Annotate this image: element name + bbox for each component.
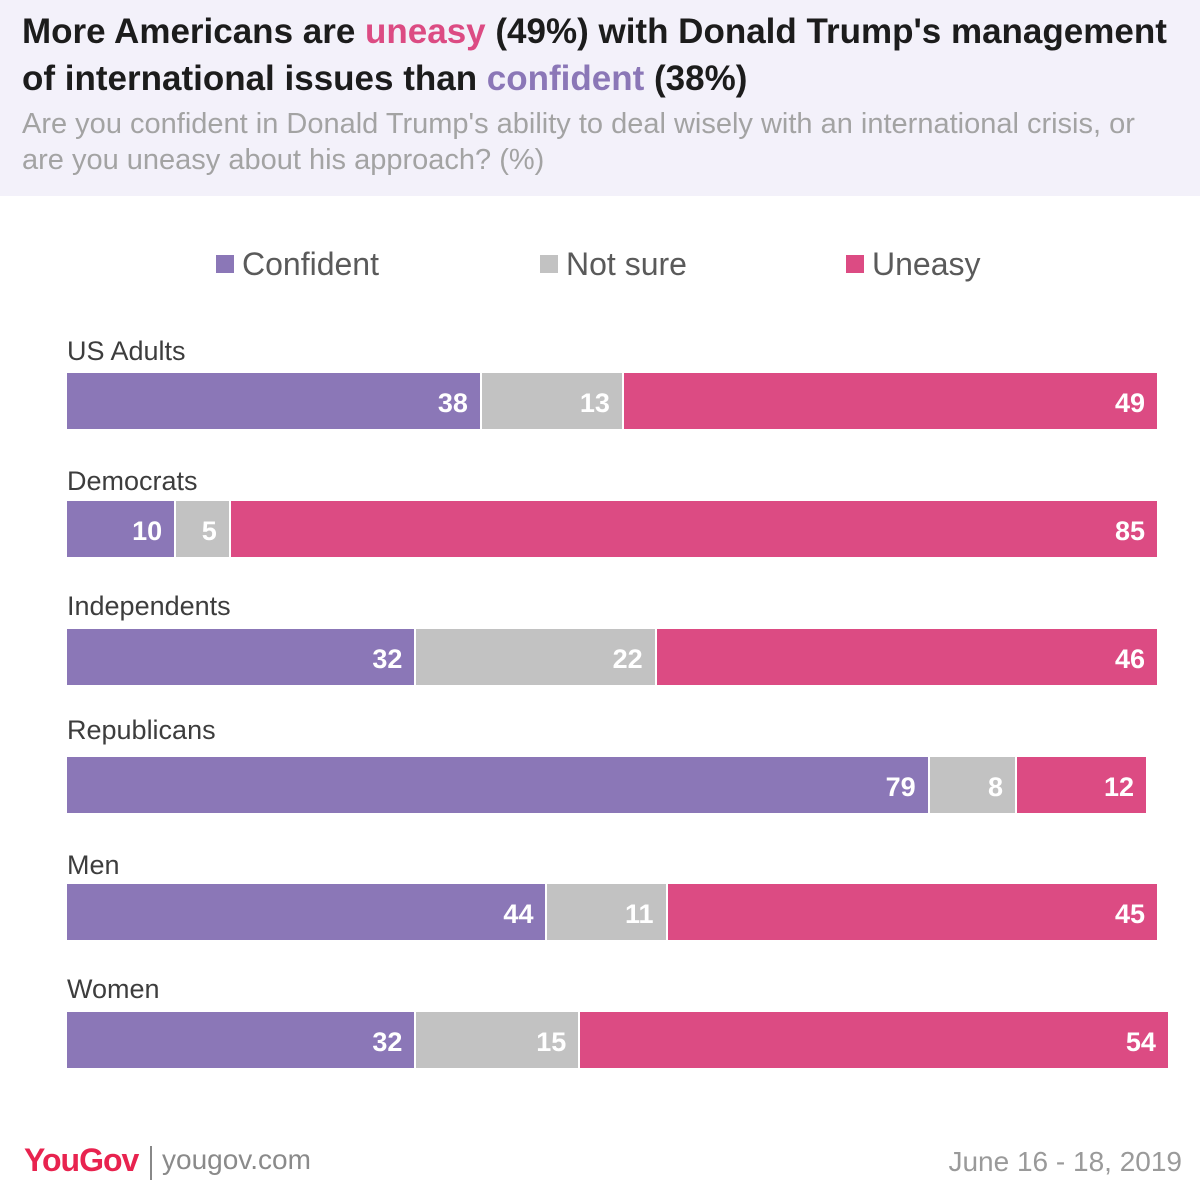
bar-segment-independents-confident	[67, 629, 415, 685]
data-label-independents-confident: 32	[372, 644, 403, 674]
data-label-us-adults-not-sure: 13	[579, 388, 610, 418]
data-label-independents-uneasy: 46	[1114, 644, 1145, 674]
data-label-republicans-uneasy: 12	[1104, 772, 1135, 802]
footer-url: yougov.com	[162, 1144, 311, 1175]
category-label-men: Men	[67, 850, 120, 880]
bar-segment-us-adults-uneasy	[623, 373, 1157, 429]
footer-divider	[150, 1146, 152, 1180]
legend-item-not-sure: Not sure	[540, 244, 687, 284]
bar-segment-independents-not-sure	[416, 629, 655, 685]
data-label-independents-not-sure: 22	[612, 644, 643, 674]
bar-segment-women-confident	[67, 1012, 415, 1068]
title-part-normal: More Americans are	[22, 12, 366, 51]
category-label-us-adults: US Adults	[67, 336, 186, 366]
legend-swatch-confident	[216, 255, 234, 273]
legend-label-uneasy: Uneasy	[872, 245, 981, 282]
data-label-republicans-not-sure: 8	[988, 772, 1004, 802]
bar-segment-republicans-uneasy	[1017, 757, 1147, 813]
chart-title: More Americans are uneasy (49%) with Don…	[22, 8, 1172, 102]
category-label-republicans: Republicans	[67, 715, 216, 745]
title-part-normal: (38%)	[644, 59, 748, 98]
legend-item-confident: Confident	[216, 244, 379, 284]
bar-segment-republicans-confident	[67, 757, 928, 813]
legend-item-uneasy: Uneasy	[846, 244, 981, 284]
chart-subtitle: Are you confident in Donald Trump's abil…	[22, 108, 1135, 176]
bar-segment-men-not-sure	[547, 884, 666, 940]
data-label-women-confident: 32	[372, 1027, 403, 1057]
title-part-pink: uneasy	[365, 12, 486, 51]
legend-label-confident: Confident	[242, 245, 379, 282]
legend-label-not-sure: Not sure	[566, 245, 687, 282]
chart-legend: Confident Not sure Uneasy	[0, 244, 1200, 284]
bar-segment-democrats-not-sure	[176, 501, 229, 557]
title-part-normal: (49%) with Donald Trump's management of …	[22, 12, 1167, 98]
data-label-us-adults-confident: 38	[437, 388, 468, 418]
footer-date: June 16 - 18, 2019	[948, 1146, 1182, 1177]
title-part-purple: confident	[486, 59, 645, 98]
bar-segment-democrats-confident	[67, 501, 175, 557]
bar-segment-men-uneasy	[667, 884, 1157, 940]
bar-segment-democrats-uneasy	[230, 501, 1157, 557]
bar-segment-us-adults-not-sure	[481, 373, 622, 429]
legend-swatch-not-sure	[540, 255, 558, 273]
data-label-women-not-sure: 15	[536, 1027, 567, 1057]
data-label-us-adults-uneasy: 49	[1114, 388, 1145, 418]
data-label-men-not-sure: 11	[625, 899, 654, 929]
data-label-republicans-confident: 79	[885, 772, 916, 802]
chart-header: More Americans are uneasy (49%) with Don…	[0, 0, 1200, 196]
data-label-women-uneasy: 54	[1125, 1027, 1156, 1057]
bar-segment-independents-uneasy	[656, 629, 1157, 685]
category-label-democrats: Democrats	[67, 466, 198, 496]
data-label-democrats-not-sure: 5	[201, 516, 217, 546]
yougov-logo: YouGov	[24, 1142, 139, 1178]
data-label-men-uneasy: 45	[1114, 899, 1145, 929]
data-label-democrats-confident: 10	[132, 516, 163, 546]
bar-segment-women-not-sure	[416, 1012, 579, 1068]
bar-segment-us-adults-confident	[67, 373, 480, 429]
category-label-women: Women	[67, 974, 160, 1004]
bar-segment-republicans-not-sure	[929, 757, 1016, 813]
category-label-independents: Independents	[67, 591, 231, 621]
data-label-men-confident: 44	[503, 899, 534, 929]
bar-segment-women-uneasy	[580, 1012, 1168, 1068]
bar-segment-men-confident	[67, 884, 546, 940]
data-label-democrats-uneasy: 85	[1114, 516, 1145, 546]
legend-swatch-uneasy	[846, 255, 864, 273]
